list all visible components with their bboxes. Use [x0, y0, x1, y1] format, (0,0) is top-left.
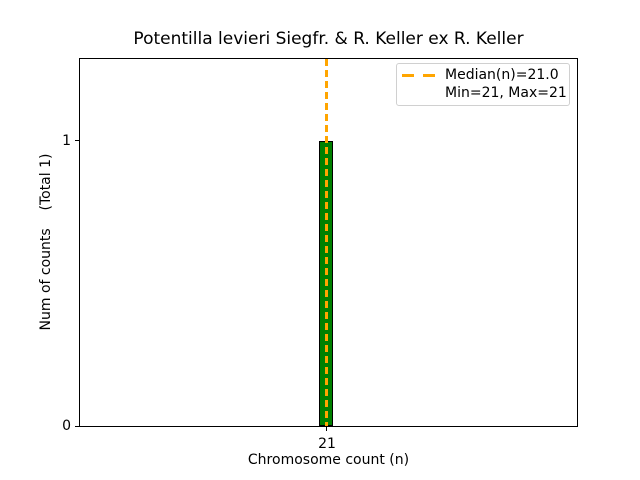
legend-label-minmax: Min=21, Max=21 [445, 85, 567, 101]
x-axis-label: Chromosome count (n) [247, 452, 410, 468]
legend-entry-minmax: Min=21, Max=21 [402, 84, 567, 102]
y-axis-label: Num of counts (Total 1) [38, 153, 54, 331]
legend-key-spacer [402, 92, 435, 95]
legend: Median(n)=21.0 Min=21, Max=21 [396, 63, 570, 106]
legend-label-median: Median(n)=21.0 [445, 67, 559, 83]
y-tick-mark-1 [75, 140, 79, 141]
median-line-icon [325, 59, 328, 426]
x-tick-label-21: 21 [318, 436, 336, 452]
legend-entry-median: Median(n)=21.0 [402, 66, 563, 84]
y-tick-label-1: 1 [62, 133, 71, 149]
dashed-line-icon [402, 73, 435, 77]
plot-area: Median(n)=21.0 Min=21, Max=21 [79, 58, 578, 427]
y-tick-label-0: 0 [62, 418, 71, 434]
y-tick-mark-0 [75, 426, 79, 427]
x-tick-mark-21 [326, 427, 327, 431]
chart-title: Potentilla levieri Siegfr. & R. Keller e… [133, 29, 524, 49]
